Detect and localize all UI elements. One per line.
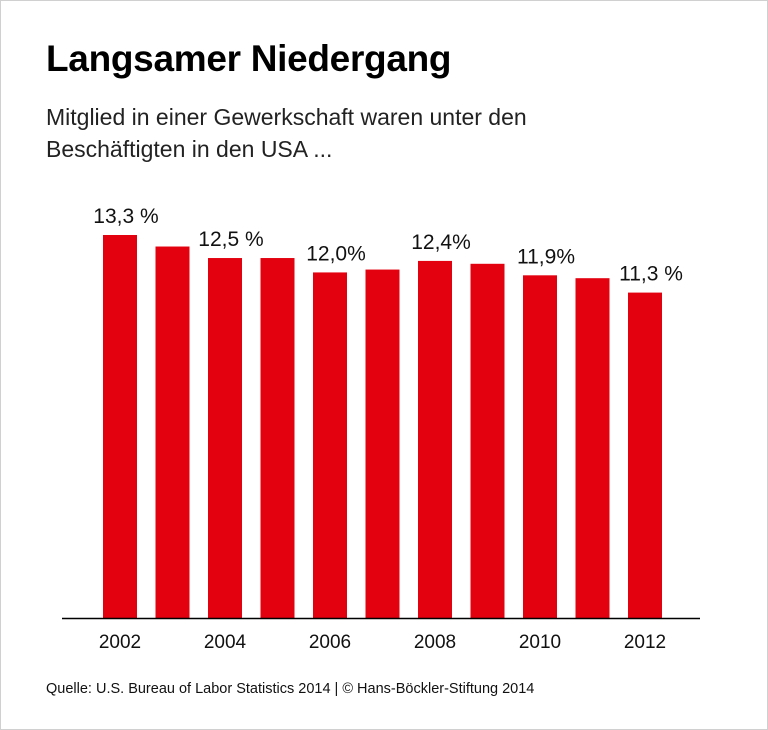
chart-subtitle: Mitglied in einer Gewerkschaft waren unt…	[46, 104, 527, 162]
bar-2008	[418, 260, 452, 618]
source-note: Quelle: U.S. Bureau of Labor Statistics …	[46, 681, 535, 697]
data-label-2006: 12,0%	[306, 242, 366, 265]
bar-2004	[208, 258, 242, 618]
x-tick-2008: 2008	[414, 632, 456, 653]
chart-title: Langsamer Niedergang	[46, 38, 452, 79]
bar-2002	[103, 235, 137, 618]
x-tick-2006: 2006	[309, 632, 351, 653]
x-tick-2002: 2002	[99, 632, 141, 653]
data-label-2010: 11,9%	[517, 245, 575, 268]
data-label-2004: 12,5 %	[198, 228, 263, 251]
bar-2012	[628, 292, 662, 618]
data-label-2002: 13,3 %	[93, 205, 158, 228]
bar-2005	[260, 258, 295, 618]
data-label-2008: 12,4%	[411, 231, 471, 254]
x-tick-2010: 2010	[519, 632, 561, 653]
bar-2006	[313, 272, 347, 618]
bar-2009	[470, 263, 505, 618]
bar-2011	[575, 278, 610, 618]
bar-2003	[155, 246, 190, 618]
x-tick-2004: 2004	[204, 632, 247, 653]
bar-2007	[365, 269, 400, 618]
data-label-2012: 11,3 %	[619, 263, 683, 286]
x-tick-2012: 2012	[624, 632, 666, 653]
bar-2010	[523, 275, 557, 618]
